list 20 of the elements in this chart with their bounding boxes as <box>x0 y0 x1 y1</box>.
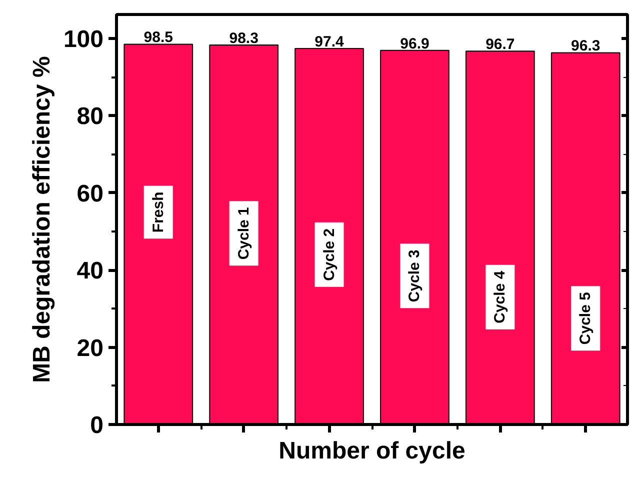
x-axis-title: Number of cycle <box>278 438 466 464</box>
data-label: 97.4 <box>314 33 345 50</box>
y-tick-label: 0 <box>90 412 104 439</box>
x-tick-label: Cycle 1 <box>235 207 252 260</box>
data-label: 96.7 <box>486 36 515 54</box>
x-tick-label: Cycle 3 <box>406 250 424 302</box>
data-label: 98.5 <box>144 29 173 46</box>
x-tick-label: Cycle 2 <box>320 228 338 281</box>
y-tick-label: 20 <box>76 334 104 362</box>
y-axis-title: MB degradation efficiency % <box>28 56 56 383</box>
y-tick-label: 100 <box>63 26 104 53</box>
x-tick-label: Cycle 5 <box>577 292 594 345</box>
data-label: 96.3 <box>571 38 600 55</box>
x-tick-label: Cycle 4 <box>492 270 509 324</box>
y-tick-label: 40 <box>76 258 104 285</box>
data-label: 96.9 <box>400 35 430 52</box>
y-tick-label: 60 <box>76 180 104 208</box>
y-tick-label: 80 <box>76 103 104 130</box>
data-label: 98.3 <box>229 30 258 47</box>
x-tick-label: Fresh <box>150 192 167 233</box>
